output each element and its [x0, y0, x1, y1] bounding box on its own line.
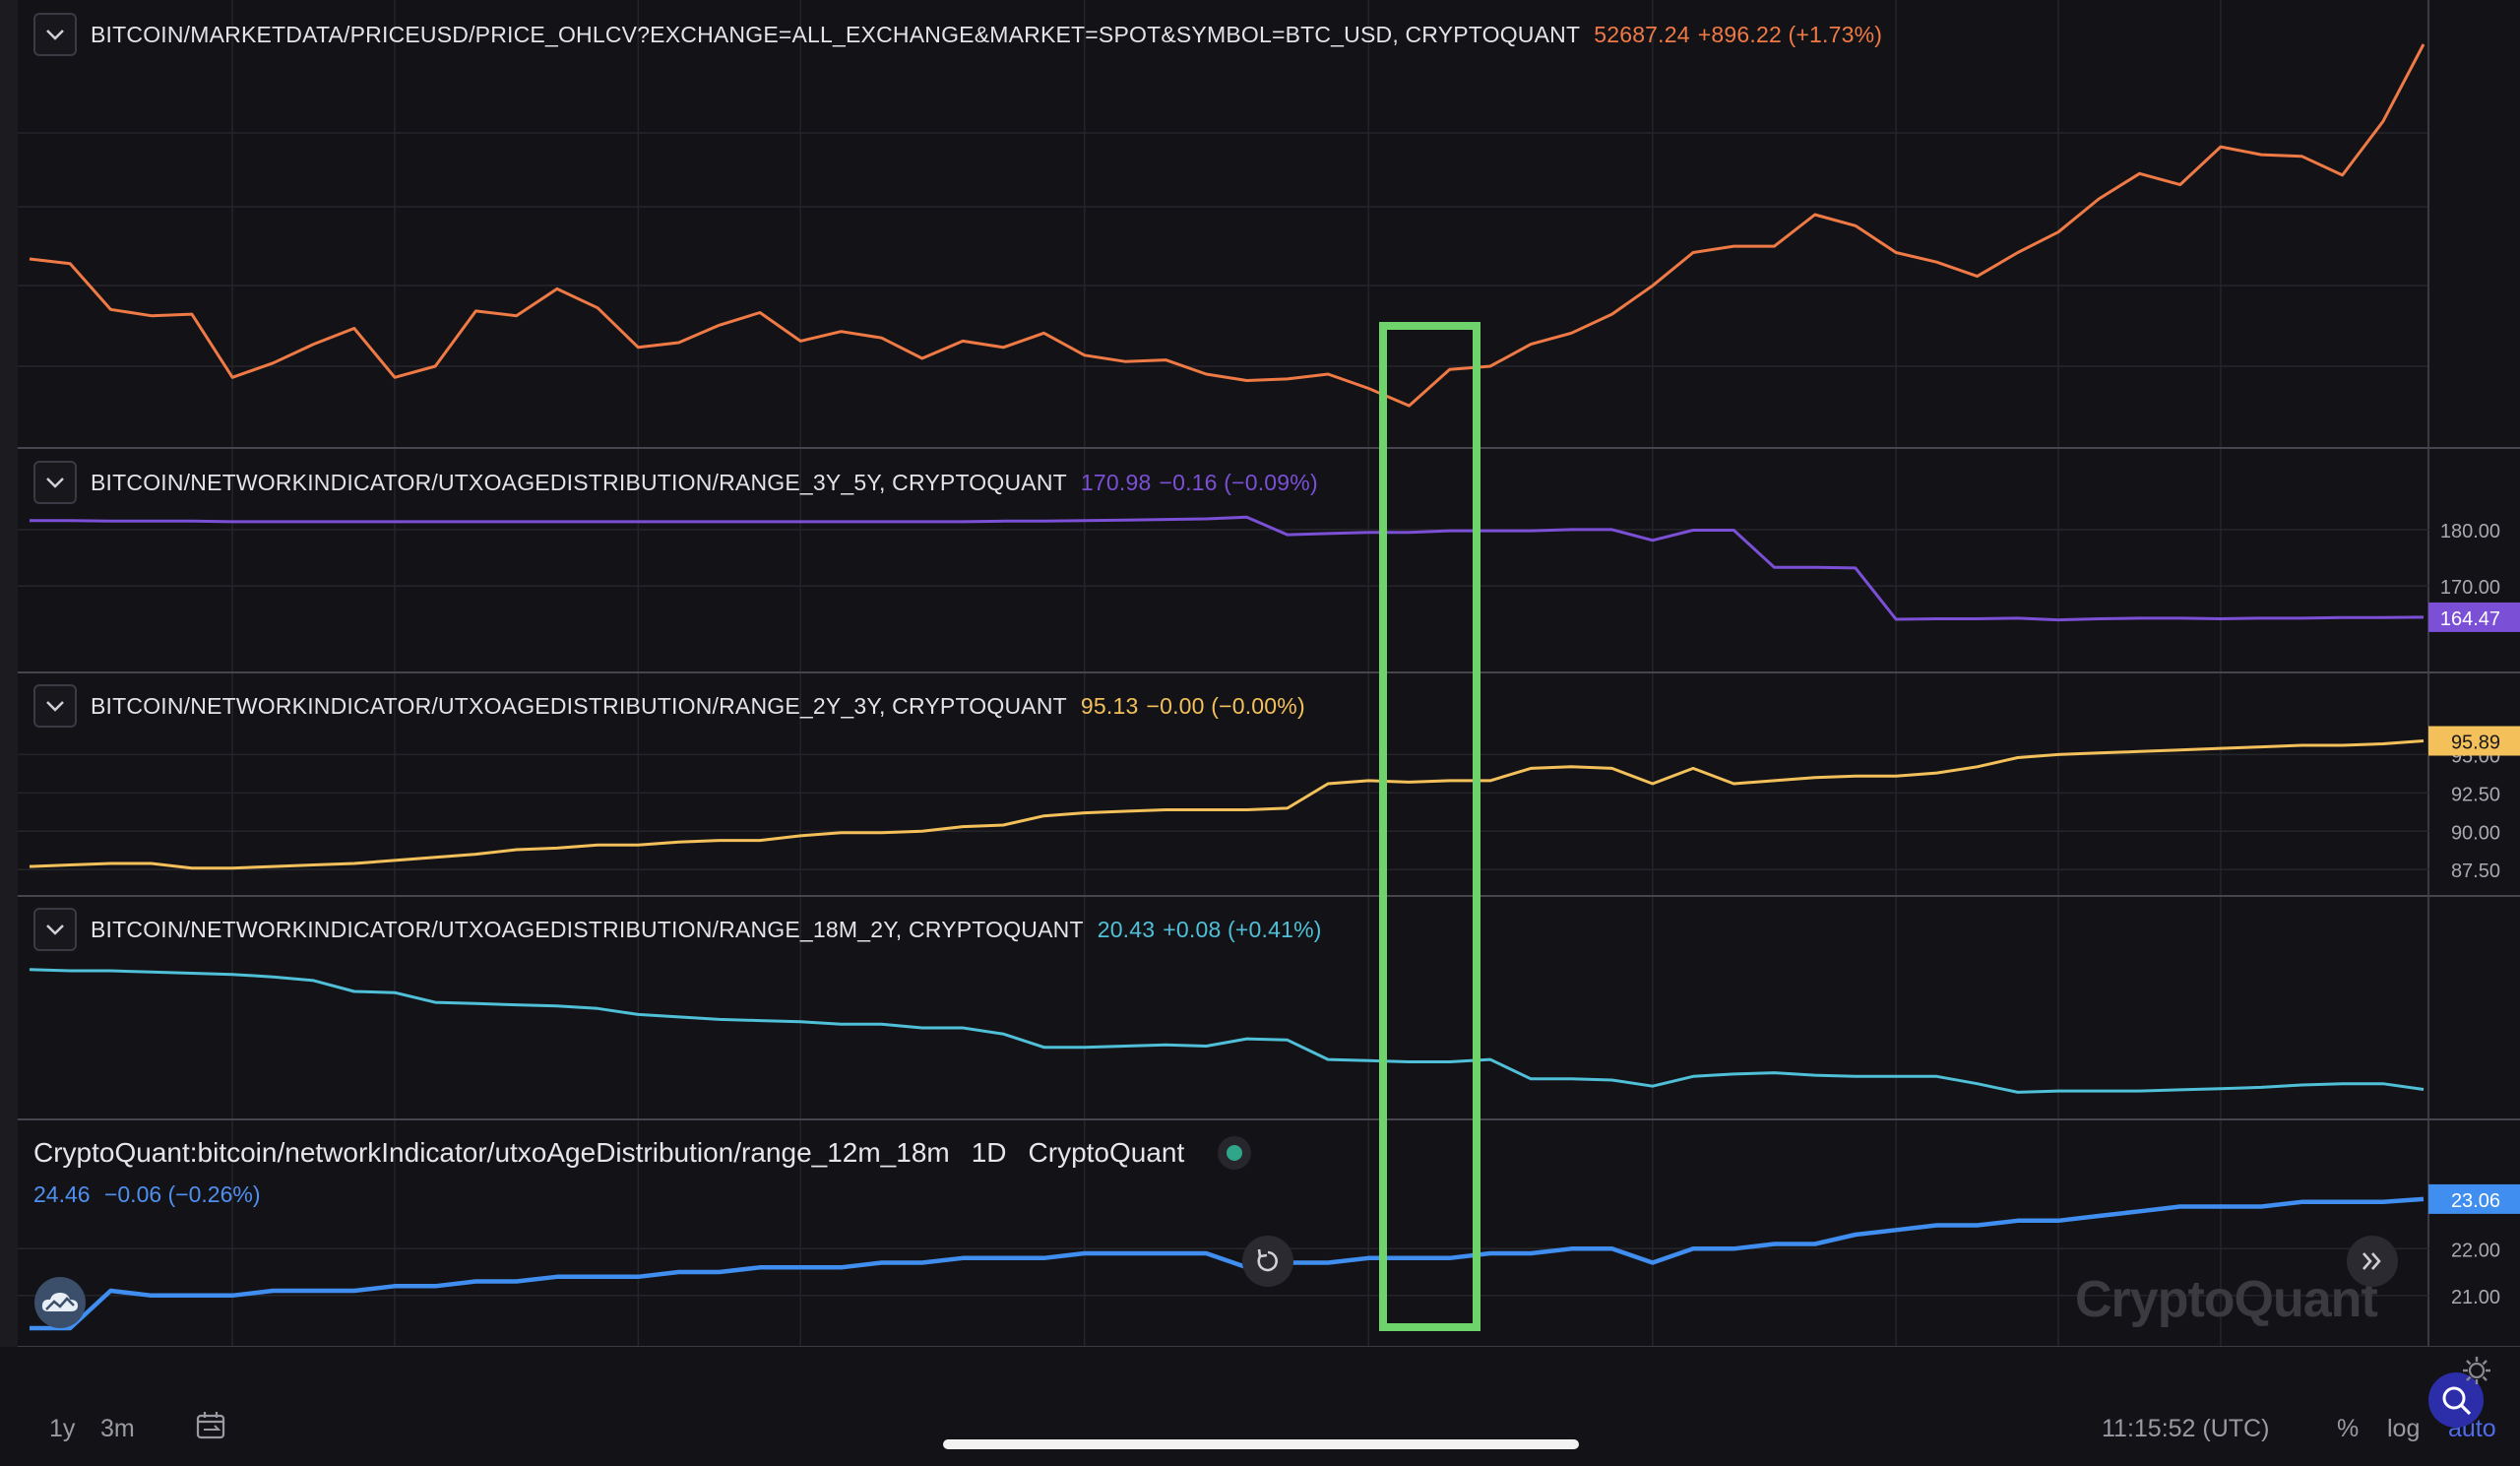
live-indicator-icon — [1227, 1145, 1243, 1161]
highlight-rectangle — [1379, 322, 1480, 1331]
last-value-tag — [2428, 602, 2520, 632]
collapse-pane-button[interactable] — [33, 684, 77, 728]
last-value-label: 23.06 — [2451, 1190, 2500, 1212]
last-value-tag — [2428, 726, 2520, 756]
series-value: 24.46 — [33, 1181, 91, 1207]
y-tick-label: 22.00 — [2451, 1240, 2500, 1261]
series-value: 52687.24 — [1594, 21, 1690, 47]
clock-readout: 11:15:52 (UTC) — [2102, 1415, 2270, 1442]
series-line-range_2y_3y — [29, 739, 2425, 870]
series-line-price — [29, 43, 2426, 408]
series-value: 170.98 — [1080, 469, 1152, 495]
series-line-range_3y_5y — [30, 515, 2425, 622]
chart-settings-button[interactable] — [2461, 1355, 2492, 1391]
series-change: −0.00 (−0.00%) — [1146, 692, 1305, 719]
cloud-icon — [41, 1293, 78, 1311]
chevron-down-icon — [46, 924, 64, 935]
y-tick-label: 170.00 — [2440, 577, 2500, 599]
series-layer — [29, 43, 2426, 1331]
pane-label-price: BITCOIN/MARKETDATA/PRICEUSD/PRICE_OHLCV?… — [33, 13, 1882, 56]
log-scale-toggle[interactable]: log — [2387, 1415, 2421, 1442]
series-line-range_12m_18m — [30, 1196, 2425, 1331]
y-tick-label: 92.50 — [2451, 784, 2500, 805]
range-3m-button[interactable]: 3m — [100, 1415, 135, 1442]
pane-label-range-3y-5y: BITCOIN/NETWORKINDICATOR/UTXOAGEDISTRIBU… — [33, 461, 1318, 504]
status-dot — [1218, 1136, 1252, 1170]
left-edge-strip — [0, 0, 18, 1347]
series-change: +0.08 (+0.41%) — [1163, 916, 1322, 942]
zoom-search-button[interactable] — [2428, 1372, 2484, 1428]
series-name: BITCOIN/NETWORKINDICATOR/UTXOAGEDISTRIBU… — [91, 469, 1067, 495]
last-value-tag — [2428, 1183, 2520, 1214]
percent-scale-toggle[interactable]: % — [2337, 1415, 2360, 1442]
series-name: BITCOIN/NETWORKINDICATOR/UTXOAGEDISTRIBU… — [91, 916, 1084, 942]
reset-icon — [1257, 1248, 1278, 1272]
cloud-logo-button[interactable] — [34, 1277, 86, 1328]
series-name: BITCOIN/MARKETDATA/PRICEUSD/PRICE_OHLCV?… — [91, 21, 1581, 47]
watermark: CryptoQuant — [2075, 1271, 2378, 1328]
y-tick-label: 90.00 — [2451, 822, 2500, 844]
series-line-range_18m_2y — [29, 968, 2425, 1094]
last-value-label: 95.89 — [2451, 733, 2500, 754]
collapse-pane-button[interactable] — [33, 908, 77, 951]
calendar-range-icon — [196, 1412, 225, 1439]
series-value: 20.43 — [1097, 916, 1156, 942]
range-1y-button[interactable]: 1y — [49, 1415, 76, 1442]
collapse-pane-button[interactable] — [33, 13, 77, 56]
home-indicator — [943, 1439, 1579, 1449]
series-change: −0.06 (−0.26%) — [103, 1181, 261, 1207]
pane-label-range-12m-18m: CryptoQuant:bitcoin/networkIndicator/utx… — [33, 1136, 1252, 1170]
y-tick-label: 21.00 — [2451, 1287, 2500, 1308]
pane-label-range-2y-3y: BITCOIN/NETWORKINDICATOR/UTXOAGEDISTRIBU… — [33, 684, 1305, 728]
series-change: +896.22 (+1.73%) — [1697, 21, 1883, 47]
collapse-pane-button[interactable] — [33, 461, 77, 504]
series-source: CryptoQuant — [1028, 1137, 1185, 1168]
series-interval: 1D — [971, 1137, 1007, 1168]
pane-value-range-12m-18m: 24.46 −0.06 (−0.26%) — [33, 1181, 261, 1208]
last-value-label: 164.47 — [2440, 608, 2500, 630]
chevron-down-icon — [46, 478, 64, 488]
series-name: BITCOIN/NETWORKINDICATOR/UTXOAGEDISTRIBU… — [91, 692, 1067, 719]
chevron-down-icon — [46, 30, 64, 40]
double-chevron-right-icon — [2362, 1252, 2381, 1270]
scroll-to-latest-button[interactable] — [2347, 1236, 2398, 1287]
series-value: 95.13 — [1080, 692, 1139, 719]
date-range-button[interactable] — [195, 1410, 228, 1448]
gear-icon — [2463, 1357, 2490, 1384]
y-tick-label: 87.50 — [2451, 860, 2500, 882]
pane-label-range-18m-2y: BITCOIN/NETWORKINDICATOR/UTXOAGEDISTRIBU… — [33, 908, 1322, 951]
series-name: CryptoQuant:bitcoin/networkIndicator/utx… — [33, 1137, 950, 1168]
reset-chart-button[interactable] — [1242, 1236, 1293, 1287]
search-icon — [2442, 1386, 2472, 1416]
chevron-down-icon — [46, 701, 64, 712]
grid — [18, 0, 2520, 1348]
series-change: −0.16 (−0.09%) — [1159, 469, 1318, 495]
y-tick-label: 180.00 — [2440, 521, 2500, 542]
